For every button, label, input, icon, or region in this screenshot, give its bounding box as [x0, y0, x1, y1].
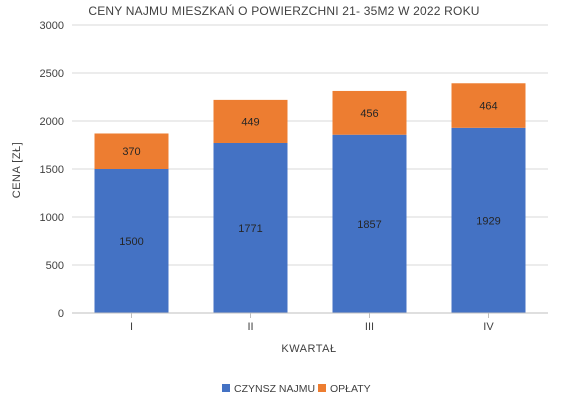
y-tick-label: 500 — [46, 260, 64, 272]
bar-czynsz-IV — [451, 127, 526, 313]
bar-oplaty-II — [213, 99, 288, 143]
x-axis-title: KWARTAŁ — [281, 343, 336, 355]
x-tick-label: II — [247, 321, 253, 333]
data-label: 1929 — [476, 215, 500, 227]
y-tick-label: 1000 — [40, 212, 64, 224]
y-tick-label: 3000 — [40, 20, 64, 32]
y-axis-ticks: 0 500 1000 1500 2000 2500 3000 — [40, 20, 64, 320]
bar-czynsz-II — [213, 142, 288, 313]
bar-oplaty-I — [94, 133, 169, 169]
legend-label: OPŁATY — [330, 383, 371, 395]
chart-title: CENY NAJMU MIESZKAŃ O POWIERZCHNI 21- 35… — [88, 3, 479, 18]
bar-czynsz-I — [94, 169, 169, 313]
legend-label: CZYNSZ NAJMU — [234, 383, 315, 395]
y-axis-title: CENA [ZŁ] — [11, 142, 23, 198]
legend-swatch — [318, 384, 326, 392]
x-axis-ticks: I II III IV — [72, 312, 548, 333]
x-tick-label: I — [130, 321, 133, 333]
bar-oplaty-III — [332, 90, 407, 135]
x-tick-label: III — [365, 321, 374, 333]
bar-oplaty-IV — [451, 83, 526, 128]
data-label: 1857 — [357, 219, 381, 231]
y-tick-label: 2000 — [40, 116, 64, 128]
data-label: 370 — [122, 146, 140, 158]
bar-czynsz-III — [332, 134, 407, 313]
data-label: 456 — [360, 108, 378, 120]
bars: 1500 370 1771 449 1857 456 1929 464 — [94, 83, 526, 313]
data-label: 1771 — [238, 223, 262, 235]
data-label: 1500 — [119, 236, 143, 248]
data-label: 449 — [241, 116, 259, 128]
x-tick-label: IV — [483, 321, 494, 333]
y-tick-label: 2500 — [40, 68, 64, 80]
legend-swatch — [222, 384, 230, 392]
y-tick-label: 1500 — [40, 164, 64, 176]
legend: CZYNSZ NAJMU OPŁATY — [222, 383, 371, 395]
data-label: 464 — [479, 101, 497, 113]
y-tick-label: 0 — [58, 308, 64, 320]
